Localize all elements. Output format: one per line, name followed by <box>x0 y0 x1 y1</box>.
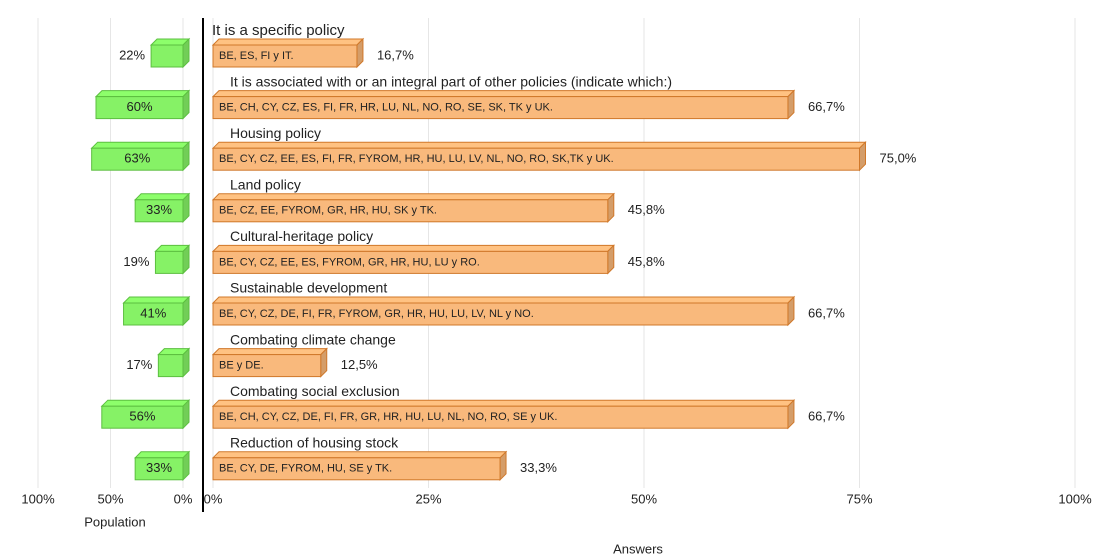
bar <box>212 199 609 223</box>
bar <box>157 354 184 378</box>
bar <box>134 457 184 481</box>
bar-top <box>122 296 191 304</box>
bar <box>150 44 184 68</box>
category-label: Combating social exclusion <box>230 383 400 399</box>
bar <box>123 302 184 326</box>
bar-label: BE, CH, CY, CZ, DE, FI, FR, GR, HR, HU, … <box>219 411 557 423</box>
category-label: Reduction of housing stock <box>230 435 399 451</box>
x-tick-label: 50% <box>97 491 123 506</box>
category-label: Combating climate change <box>230 331 396 347</box>
value-label: 66,7% <box>808 409 845 424</box>
value-label: 66,7% <box>808 305 845 320</box>
bar-top <box>133 193 191 201</box>
x-tick-label: 100% <box>1058 491 1092 506</box>
category-label: Cultural-heritage policy <box>230 228 373 244</box>
bar <box>95 96 184 120</box>
bar <box>101 405 184 429</box>
bar-top <box>211 296 796 304</box>
bar <box>212 405 789 429</box>
value-label: 16,7% <box>377 47 414 62</box>
bar-top <box>211 451 508 459</box>
bar <box>212 302 789 326</box>
bar <box>212 44 358 68</box>
category-label: Sustainable development <box>230 280 387 296</box>
value-label: 19% <box>123 254 149 269</box>
value-label: 56% <box>129 409 155 424</box>
x-tick-label: 0% <box>174 491 193 506</box>
value-label: 17% <box>126 357 152 372</box>
x-tick-label: 25% <box>415 491 441 506</box>
bar-top <box>94 90 191 98</box>
value-label: 63% <box>124 151 150 166</box>
bar-label: BE, CY, DE, FYROM, HU, SE y TK. <box>219 463 392 475</box>
x-tick-label: 100% <box>21 491 55 506</box>
value-label: 22% <box>119 47 145 62</box>
x-axis-label: Population <box>84 514 145 529</box>
bar-label: BE, CH, CY, CZ, ES, FI, FR, HR, LU, NL, … <box>219 102 553 114</box>
bar-top <box>211 399 796 407</box>
category-label: It is associated with or an integral par… <box>230 73 672 89</box>
bar <box>212 354 322 378</box>
value-label: 33% <box>146 460 172 475</box>
bar <box>212 96 789 120</box>
bar <box>212 457 501 481</box>
x-axis-label: Answers <box>613 541 663 556</box>
bar <box>154 250 184 274</box>
x-tick-label: 50% <box>631 491 657 506</box>
bar <box>212 147 860 171</box>
value-label: 66,7% <box>808 99 845 114</box>
bar-label: BE, CY, CZ, EE, ES, FYROM, GR, HR, HU, L… <box>219 256 480 268</box>
category-label: Housing policy <box>230 125 321 141</box>
bar-top <box>100 399 191 407</box>
x-tick-label: 0% <box>204 491 223 506</box>
bar-top <box>90 141 191 149</box>
bar-top <box>211 141 867 149</box>
category-label: It is a specific policy <box>212 22 345 39</box>
value-label: 41% <box>140 305 166 320</box>
x-tick-label: 75% <box>846 491 872 506</box>
bar-top <box>211 38 365 46</box>
bar-label: BE, CY, CZ, DE, FI, FR, FYROM, GR, HR, H… <box>219 308 534 320</box>
bar-top <box>211 348 328 356</box>
category-label: Land policy <box>230 177 301 193</box>
bar-top <box>211 193 616 201</box>
value-label: 75,0% <box>880 151 917 166</box>
value-label: 45,8% <box>628 202 665 217</box>
bar-top <box>211 244 616 252</box>
bar-label: BE, ES, FI y IT. <box>219 50 294 62</box>
bar-label: BE y DE. <box>219 360 264 372</box>
bar-label: BE, CY, CZ, EE, ES, FI, FR, FYROM, HR, H… <box>219 153 614 165</box>
bar-top <box>133 451 191 459</box>
bar <box>212 250 609 274</box>
bar <box>91 147 184 171</box>
value-label: 45,8% <box>628 254 665 269</box>
value-label: 12,5% <box>341 357 378 372</box>
bar <box>134 199 184 223</box>
value-label: 33,3% <box>520 460 557 475</box>
value-label: 33% <box>146 202 172 217</box>
bar-top <box>211 90 796 98</box>
value-label: 60% <box>126 99 152 114</box>
bar-label: BE, CZ, EE, FYROM, GR, HR, HU, SK y TK. <box>219 205 437 217</box>
